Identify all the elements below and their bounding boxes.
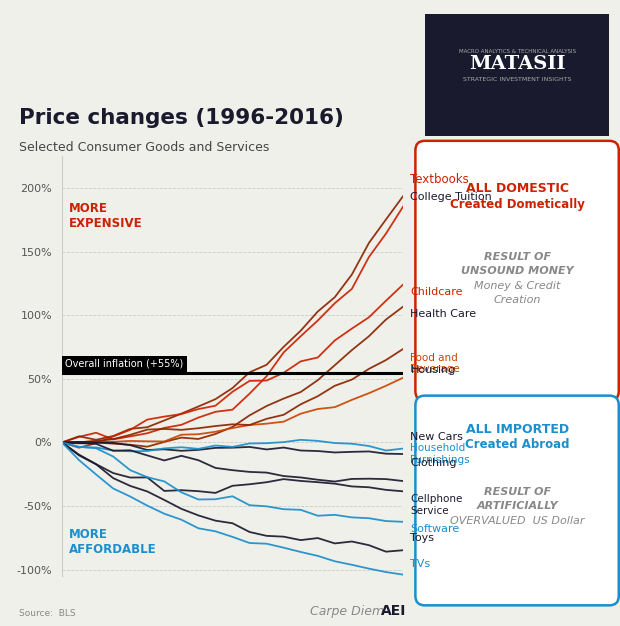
Text: Overall inflation (+55%): Overall inflation (+55%) — [65, 359, 184, 369]
Text: Software: Software — [410, 524, 459, 534]
Text: RESULT OF: RESULT OF — [484, 486, 551, 496]
Text: Cellphone
Service: Cellphone Service — [410, 494, 463, 516]
Text: Household
Furnishings: Household Furnishings — [410, 443, 470, 464]
Text: OVERVALUED  US Dollar: OVERVALUED US Dollar — [450, 516, 584, 526]
Text: Clothing: Clothing — [410, 458, 457, 468]
Text: Food and
Beverage: Food and Beverage — [410, 353, 460, 374]
Text: New Cars: New Cars — [410, 433, 463, 443]
Text: Creation: Creation — [494, 295, 541, 305]
Text: Price changes (1996-2016): Price changes (1996-2016) — [19, 108, 343, 128]
Text: Source:  BLS: Source: BLS — [19, 610, 75, 618]
Text: UNSOUND MONEY: UNSOUND MONEY — [461, 266, 574, 276]
Text: Childcare: Childcare — [410, 287, 463, 297]
Text: STRATEGIC INVESTMENT INSIGHTS: STRATEGIC INVESTMENT INSIGHTS — [463, 78, 571, 83]
Text: RESULT OF: RESULT OF — [484, 252, 551, 262]
Text: MORE
AFFORDABLE: MORE AFFORDABLE — [69, 528, 156, 556]
Text: ALL DOMESTIC: ALL DOMESTIC — [466, 182, 569, 195]
Text: College Tuition: College Tuition — [410, 192, 492, 202]
Text: AEI: AEI — [381, 605, 407, 618]
Text: Carpe Diem: Carpe Diem — [310, 605, 384, 618]
Text: MATASII: MATASII — [469, 55, 565, 73]
Text: ARTIFICIALLY: ARTIFICIALLY — [476, 501, 558, 511]
Text: TVs: TVs — [410, 560, 430, 570]
Text: Textbooks: Textbooks — [410, 173, 469, 186]
Text: Toys: Toys — [410, 533, 435, 543]
Text: MORE
EXPENSIVE: MORE EXPENSIVE — [69, 202, 143, 230]
Text: Selected Consumer Goods and Services: Selected Consumer Goods and Services — [19, 141, 269, 154]
Text: Health Care: Health Care — [410, 309, 477, 319]
Text: Money & Credit: Money & Credit — [474, 280, 560, 290]
Text: MACRO ANALYTICS & TECHNICAL ANALYSIS: MACRO ANALYTICS & TECHNICAL ANALYSIS — [459, 49, 575, 54]
Text: Created Abroad: Created Abroad — [465, 438, 569, 451]
Text: Housing: Housing — [410, 365, 456, 375]
Text: ALL IMPORTED: ALL IMPORTED — [466, 423, 569, 436]
Text: Created Dometically: Created Dometically — [450, 198, 585, 211]
